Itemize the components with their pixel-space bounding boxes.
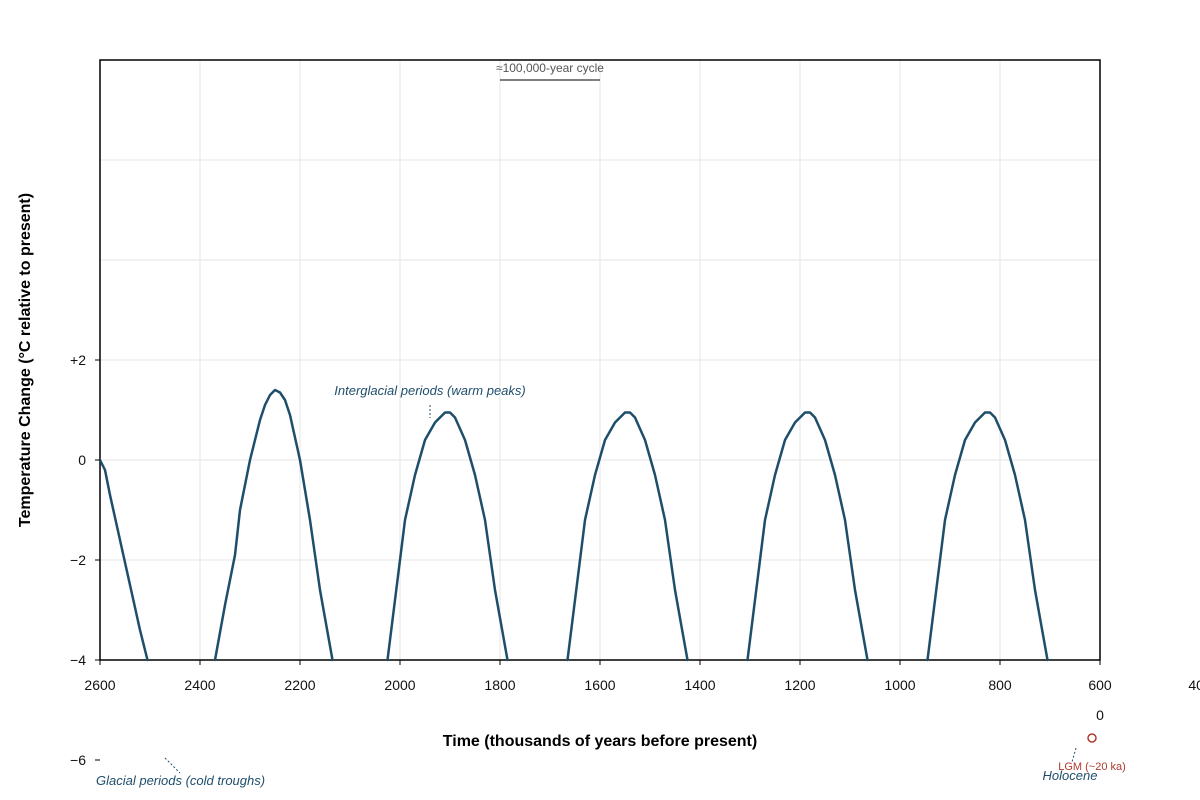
- x-tick-label: 1000: [884, 677, 915, 693]
- x-tick-label: 600: [1088, 677, 1112, 693]
- series-line: [213, 388, 334, 662]
- glacial-annotation: Glacial periods (cold troughs): [96, 773, 265, 788]
- y-tick-label: −4: [70, 652, 86, 668]
- y-axis-ticks: +2 0 −2 −4 −6: [70, 352, 100, 768]
- lgm-annotation: LGM (~20 ka): [1058, 761, 1126, 773]
- grid-lines: [100, 60, 1100, 660]
- series-line: [98, 458, 149, 662]
- series-layer: [98, 388, 1049, 662]
- x-tick-label: 1200: [784, 677, 815, 693]
- y-tick-label: −2: [70, 552, 86, 568]
- x-tick-label: 2000: [384, 677, 415, 693]
- series-line: [746, 411, 869, 662]
- x-tick-label: 1800: [484, 677, 515, 693]
- holocene-leader: [1071, 747, 1077, 763]
- x-axis-ticks: 2600 2400 2200 2000 1800 1600 1400 1200 1000 800 6…: [84, 660, 1200, 723]
- y-tick-label: +2: [70, 352, 86, 368]
- interglacial-annotation: Interglacial periods (warm peaks): [334, 383, 525, 398]
- series-line: [566, 411, 689, 662]
- x-tick-label: 400: [1188, 677, 1200, 693]
- x-tick-label: 800: [988, 677, 1012, 693]
- holocene-annotation: Holocene: [1043, 768, 1098, 783]
- y-tick-label: −6: [70, 752, 86, 768]
- lgm-marker: [1087, 733, 1097, 743]
- x-tick-label: 0: [1096, 707, 1104, 723]
- x-tick-label: 2400: [184, 677, 215, 693]
- x-tick-label: 1400: [684, 677, 715, 693]
- series-line: [926, 411, 1049, 662]
- x-tick-label: 2600: [84, 677, 115, 693]
- y-tick-label: 0: [78, 452, 86, 468]
- series-line: [386, 411, 509, 662]
- x-tick-label: 2200: [284, 677, 315, 693]
- x-axis-title: Time (thousands of years before present): [443, 733, 757, 750]
- y-axis-title: Temperature Change (°C relative to prese…: [17, 193, 34, 527]
- cycle-annotation: ≈100,000-year cycle: [496, 61, 604, 75]
- glacial-leader: [164, 757, 181, 774]
- x-tick-label: 1600: [584, 677, 615, 693]
